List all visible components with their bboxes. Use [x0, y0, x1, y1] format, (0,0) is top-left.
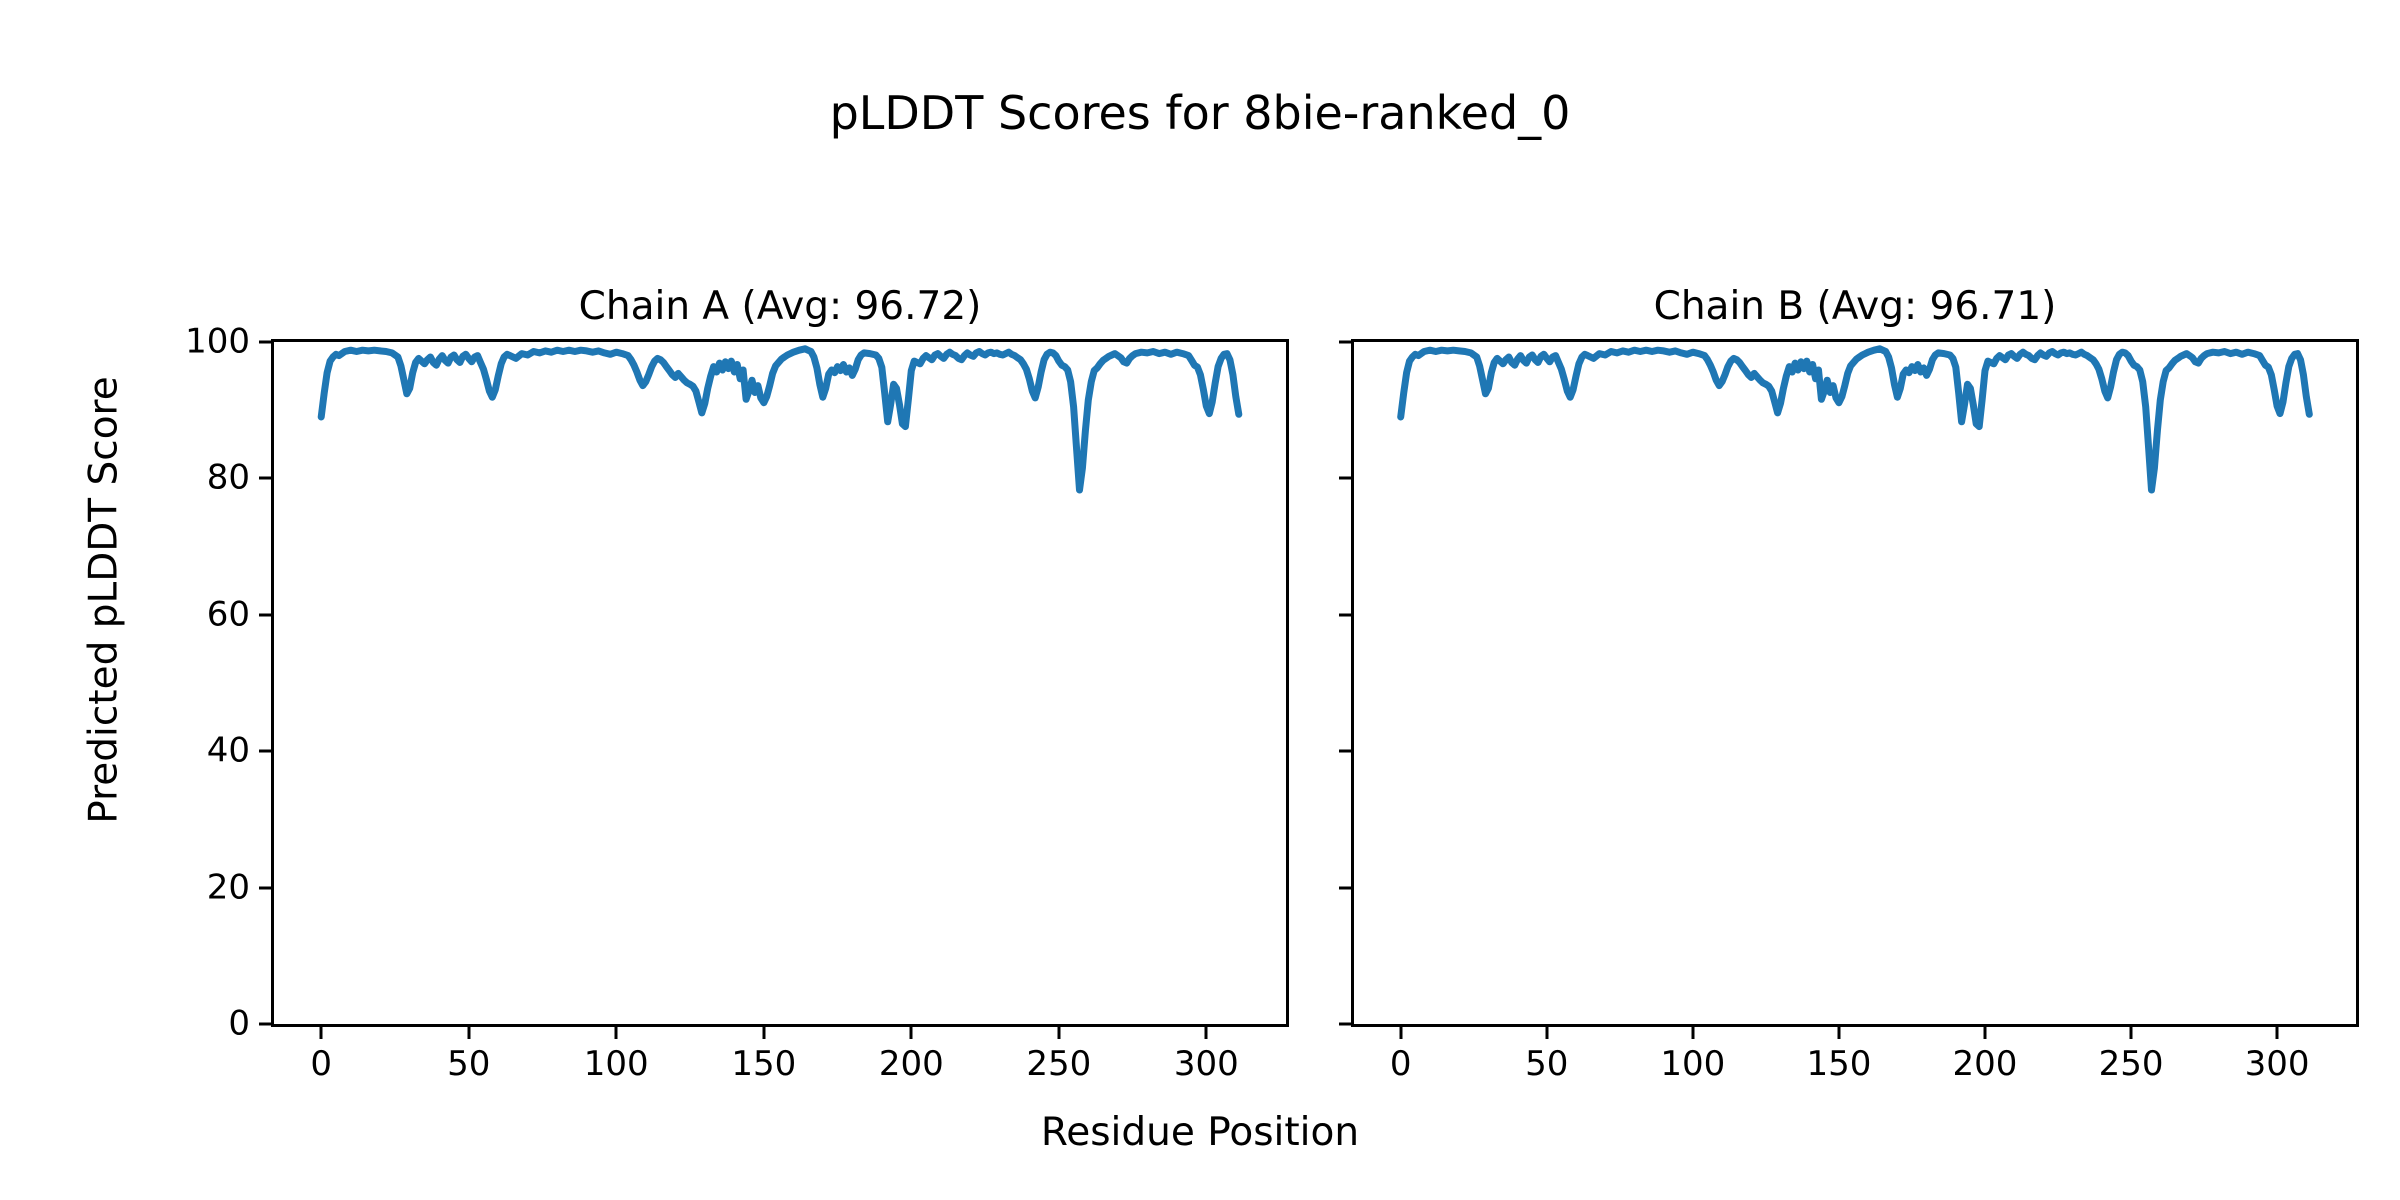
- x-tick-mark: [319, 1027, 323, 1039]
- plddt-line-chain-b: [1397, 345, 2313, 494]
- chain-b-subplot-title: Chain B (Avg: 96.71): [1653, 284, 2057, 329]
- y-tick-label: 40: [206, 730, 250, 771]
- x-tick-mark: [1399, 1027, 1403, 1039]
- y-tick-mark: [1339, 1022, 1351, 1026]
- chain-a-curve: [317, 345, 1243, 494]
- x-tick-mark: [1545, 1027, 1549, 1039]
- x-tick-label: 0: [310, 1044, 333, 1084]
- x-tick-label: 150: [731, 1044, 797, 1084]
- y-tick-mark: [1339, 476, 1351, 480]
- y-tick-label: 60: [206, 594, 250, 635]
- x-tick-label: 300: [2244, 1044, 2310, 1084]
- x-tick-mark: [1983, 1027, 1987, 1039]
- x-tick-label: 200: [878, 1044, 944, 1084]
- x-tick-mark: [467, 1027, 471, 1039]
- y-tick-label: 80: [206, 457, 250, 498]
- y-tick-label: 100: [185, 321, 250, 362]
- y-tick-mark: [259, 749, 271, 753]
- x-tick-mark: [2275, 1027, 2279, 1039]
- x-tick-label: 0: [1389, 1044, 1412, 1084]
- x-tick-label: 250: [2098, 1044, 2164, 1084]
- y-axis-label: Predicted pLDDT Score: [81, 376, 127, 824]
- x-tick-label: 300: [1173, 1044, 1239, 1084]
- chain-a-subplot-title: Chain A (Avg: 96.72): [578, 284, 982, 329]
- chain-b-curve: [1397, 345, 2313, 494]
- x-tick-mark: [2129, 1027, 2133, 1039]
- y-tick-mark: [1339, 613, 1351, 617]
- y-tick-mark: [1339, 886, 1351, 890]
- x-tick-label: 100: [583, 1044, 649, 1084]
- x-tick-label: 50: [447, 1044, 491, 1084]
- x-tick-label: 150: [1806, 1044, 1872, 1084]
- x-axis-label: Residue Position: [1040, 1110, 1360, 1155]
- y-tick-mark: [259, 1022, 271, 1026]
- x-tick-label: 250: [1026, 1044, 1092, 1084]
- y-tick-mark: [259, 476, 271, 480]
- x-tick-mark: [1057, 1027, 1061, 1039]
- x-tick-label: 200: [1952, 1044, 2018, 1084]
- y-tick-mark: [1339, 340, 1351, 344]
- x-tick-mark: [909, 1027, 913, 1039]
- y-tick-mark: [1339, 749, 1351, 753]
- y-tick-mark: [259, 613, 271, 617]
- x-tick-mark: [1204, 1027, 1208, 1039]
- y-tick-mark: [259, 886, 271, 890]
- y-tick-mark: [259, 340, 271, 344]
- chain-a-axes: Chain A (Avg: 96.72) 0 50 100 150 200 250 300 0…: [185, 287, 1289, 1083]
- figure-title: pLDDT Scores for 8bie-ranked_0: [829, 86, 1571, 140]
- x-tick-label: 50: [1525, 1044, 1569, 1084]
- x-tick-mark: [1837, 1027, 1841, 1039]
- y-tick-label: 20: [206, 866, 250, 907]
- chain-b-axes: Chain B (Avg: 96.71) 0 50 100 150 200 250 300: [1339, 287, 2359, 1083]
- x-tick-mark: [1691, 1027, 1695, 1039]
- plddt-line-chain-a: [317, 345, 1243, 494]
- x-tick-mark: [762, 1027, 766, 1039]
- x-tick-mark: [614, 1027, 618, 1039]
- x-tick-label: 100: [1660, 1044, 1726, 1084]
- y-tick-label: 0: [228, 1003, 250, 1044]
